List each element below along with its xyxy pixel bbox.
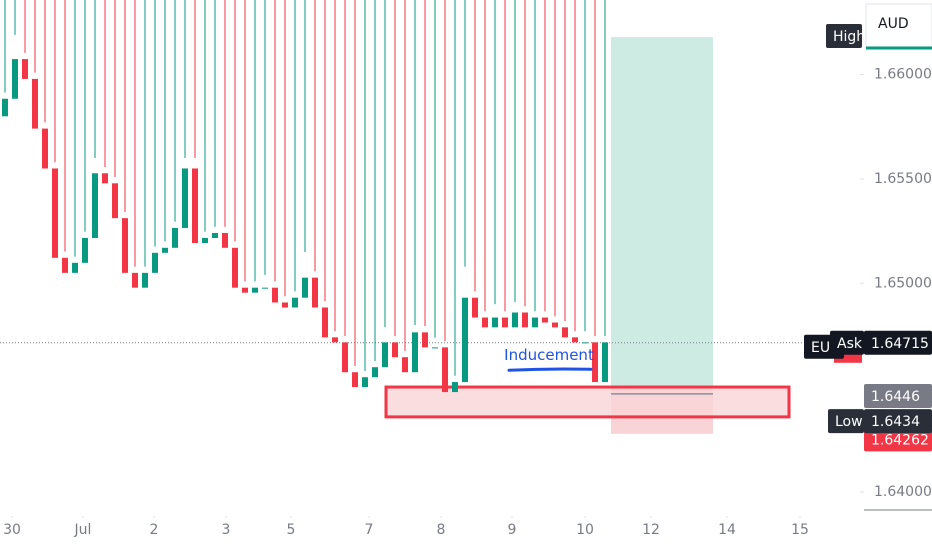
- x-tick-label: 8: [437, 522, 446, 538]
- candle-body: [402, 357, 408, 373]
- candle-body: [222, 232, 228, 248]
- candle-body: [2, 98, 8, 117]
- candle-body: [202, 237, 208, 243]
- target-zone: [611, 37, 713, 388]
- x-tick-label: 30: [3, 522, 21, 538]
- x-tick-label: 14: [718, 522, 736, 538]
- candle-body: [342, 342, 348, 373]
- candle-body: [292, 297, 298, 308]
- candle-body: [332, 337, 338, 343]
- currency-button[interactable]: [865, 3, 932, 49]
- ask-price: 1.64715: [871, 336, 929, 352]
- candle-body: [172, 227, 178, 248]
- annotation-underline: [507, 367, 593, 372]
- stop-price-bg: [864, 427, 932, 452]
- candle-body: [492, 317, 498, 328]
- candle-body: [272, 287, 278, 303]
- candle-body: [52, 168, 58, 258]
- stop-price: 1.64262: [871, 432, 929, 448]
- candle-body: [472, 297, 478, 318]
- candle-body: [182, 168, 188, 228]
- x-tick-label: 9: [508, 522, 517, 538]
- entry-price-bg: [864, 384, 932, 409]
- candle-body: [192, 168, 198, 243]
- ask-label: Ask: [837, 336, 863, 352]
- candle-body: [302, 277, 308, 298]
- candle-body: [382, 342, 388, 368]
- candle-body: [542, 317, 548, 323]
- x-tick-label: 5: [287, 522, 296, 538]
- candle-body: [152, 252, 158, 273]
- candle-body: [82, 237, 88, 263]
- low-label-bg: [828, 409, 864, 434]
- candle-body: [602, 342, 608, 383]
- candle-body: [412, 332, 418, 373]
- candle-body: [112, 183, 118, 219]
- candle-body: [552, 322, 558, 328]
- candle-body: [522, 312, 528, 328]
- candle-body: [162, 247, 168, 253]
- high-label-bg: [826, 24, 862, 48]
- currency-label[interactable]: AUD: [878, 16, 909, 32]
- candle-body: [92, 173, 98, 238]
- candle-body: [142, 272, 148, 288]
- candle-body: [422, 332, 428, 348]
- candle-body: [502, 317, 508, 328]
- candle-body: [432, 347, 438, 349]
- low-price: 1.6434: [871, 414, 920, 430]
- ask-label-bg: [830, 330, 864, 355]
- x-tick-label: 12: [642, 522, 660, 538]
- candle-body: [482, 317, 488, 328]
- x-tick-label: 3: [222, 522, 231, 538]
- candle-body: [252, 287, 258, 293]
- x-tick-label: 10: [576, 522, 594, 538]
- candle-body: [102, 173, 108, 184]
- candle-body: [312, 277, 318, 308]
- y-tick-label: 1.66000: [874, 67, 932, 83]
- candle-body: [282, 302, 288, 308]
- x-tick-label: 2: [150, 522, 159, 538]
- y-tick-label: 1.65500: [874, 171, 932, 187]
- y-tick-label: 1.65000: [874, 275, 932, 291]
- x-tick-label: Jul: [74, 522, 92, 538]
- candle-body: [532, 317, 538, 328]
- candle-body: [232, 247, 238, 288]
- candle-body: [442, 347, 448, 393]
- candle-body: [462, 297, 468, 383]
- ask-price-bg: [864, 330, 932, 355]
- candle-body: [212, 232, 218, 238]
- candle-body: [452, 382, 458, 393]
- candle-body: [132, 272, 138, 288]
- low-label: Low: [835, 414, 863, 430]
- candle-body: [362, 377, 368, 388]
- candle-body: [22, 59, 28, 79]
- candle-body: [582, 342, 588, 344]
- candle-body: [562, 327, 568, 338]
- candle-body: [242, 287, 248, 293]
- candle-body: [32, 78, 38, 129]
- candle-body: [592, 342, 598, 383]
- y-tick-label: 1.64000: [874, 484, 932, 500]
- candle-body: [352, 372, 358, 388]
- annotation-text: Inducement: [504, 346, 594, 364]
- x-tick-label: 7: [365, 522, 374, 538]
- candle-body: [392, 342, 398, 358]
- low-price-bg: [864, 409, 932, 434]
- entry-price: 1.6446: [871, 389, 920, 405]
- candle-body: [72, 262, 78, 273]
- candle-body: [372, 367, 378, 378]
- candle-body: [322, 307, 328, 338]
- candle-body: [42, 128, 48, 169]
- high-label: High: [833, 29, 865, 45]
- candle-body: [12, 59, 18, 99]
- candle-body: [262, 287, 268, 289]
- candle-body: [62, 257, 68, 273]
- candle-body: [122, 218, 128, 273]
- candle-body: [512, 312, 518, 328]
- candle-body: [572, 337, 578, 343]
- x-tick-label: 15: [791, 522, 809, 538]
